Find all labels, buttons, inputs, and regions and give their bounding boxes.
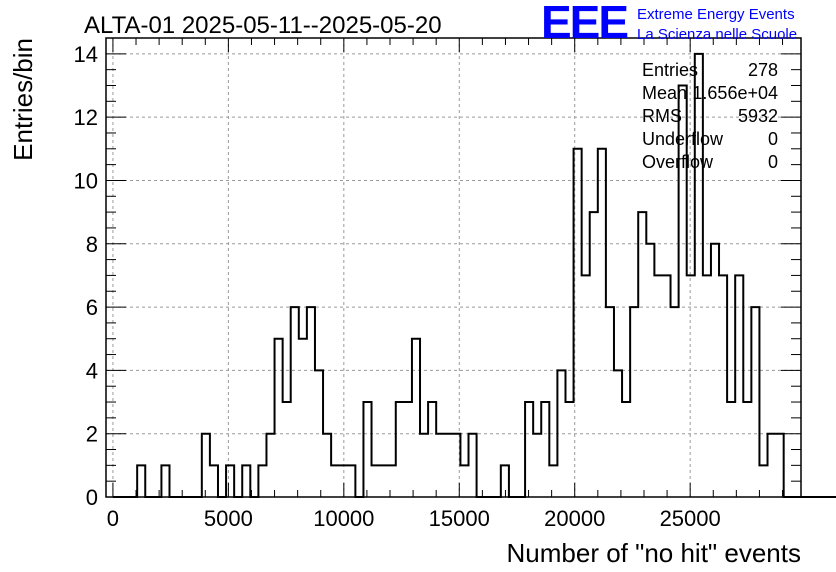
grid-lines (106, 38, 801, 497)
y-tick-label: 6 (86, 295, 98, 320)
chart-title: ALTA-01 2025-05-11--2025-05-20 (84, 12, 442, 39)
stats-label-mean: Mean (642, 83, 687, 103)
y-tick-label: 10 (74, 168, 98, 193)
axis-tick-labels: 0 5000 10000 15000 20000 25000 0 2 4 6 8 10 12 14 (74, 42, 721, 531)
y-tick-label: 0 (86, 485, 98, 510)
x-axis-label: Number of "no hit" events (507, 538, 802, 568)
axis-ticks (106, 38, 801, 498)
x-tick-label: 10000 (313, 506, 374, 531)
x-tick-label: 0 (107, 506, 119, 531)
stats-box: Entries 278 Mean 1.656e+04 RMS 5932 Unde… (642, 60, 778, 172)
y-tick-label: 8 (86, 232, 98, 257)
stats-value-rms: 5932 (738, 106, 778, 126)
y-tick-label: 4 (86, 358, 98, 383)
stats-value-underflow: 0 (768, 129, 778, 149)
y-tick-label: 14 (74, 42, 98, 67)
stats-value-overflow: 0 (768, 152, 778, 172)
y-tick-label: 12 (74, 105, 98, 130)
stats-label-underflow: Underflow (642, 129, 724, 149)
logo-line-2: La Scienza nelle Scuole (637, 26, 797, 43)
x-tick-label: 5000 (204, 506, 253, 531)
stats-value-mean: 1.656e+04 (692, 83, 778, 103)
logo-letters: EEE (541, 0, 627, 48)
logo-line-1: Extreme Energy Events (637, 6, 795, 23)
x-tick-label: 15000 (429, 506, 490, 531)
y-tick-label: 2 (86, 422, 98, 447)
stats-label-overflow: Overflow (642, 152, 714, 172)
y-axis-label: Entries/bin (8, 38, 38, 161)
stats-label-entries: Entries (642, 60, 698, 80)
plot-frame (105, 37, 802, 498)
histogram-line (112, 52, 836, 498)
stats-value-entries: 278 (748, 60, 778, 80)
x-tick-label: 20000 (544, 506, 605, 531)
x-tick-label: 25000 (660, 506, 721, 531)
stats-label-rms: RMS (642, 106, 682, 126)
